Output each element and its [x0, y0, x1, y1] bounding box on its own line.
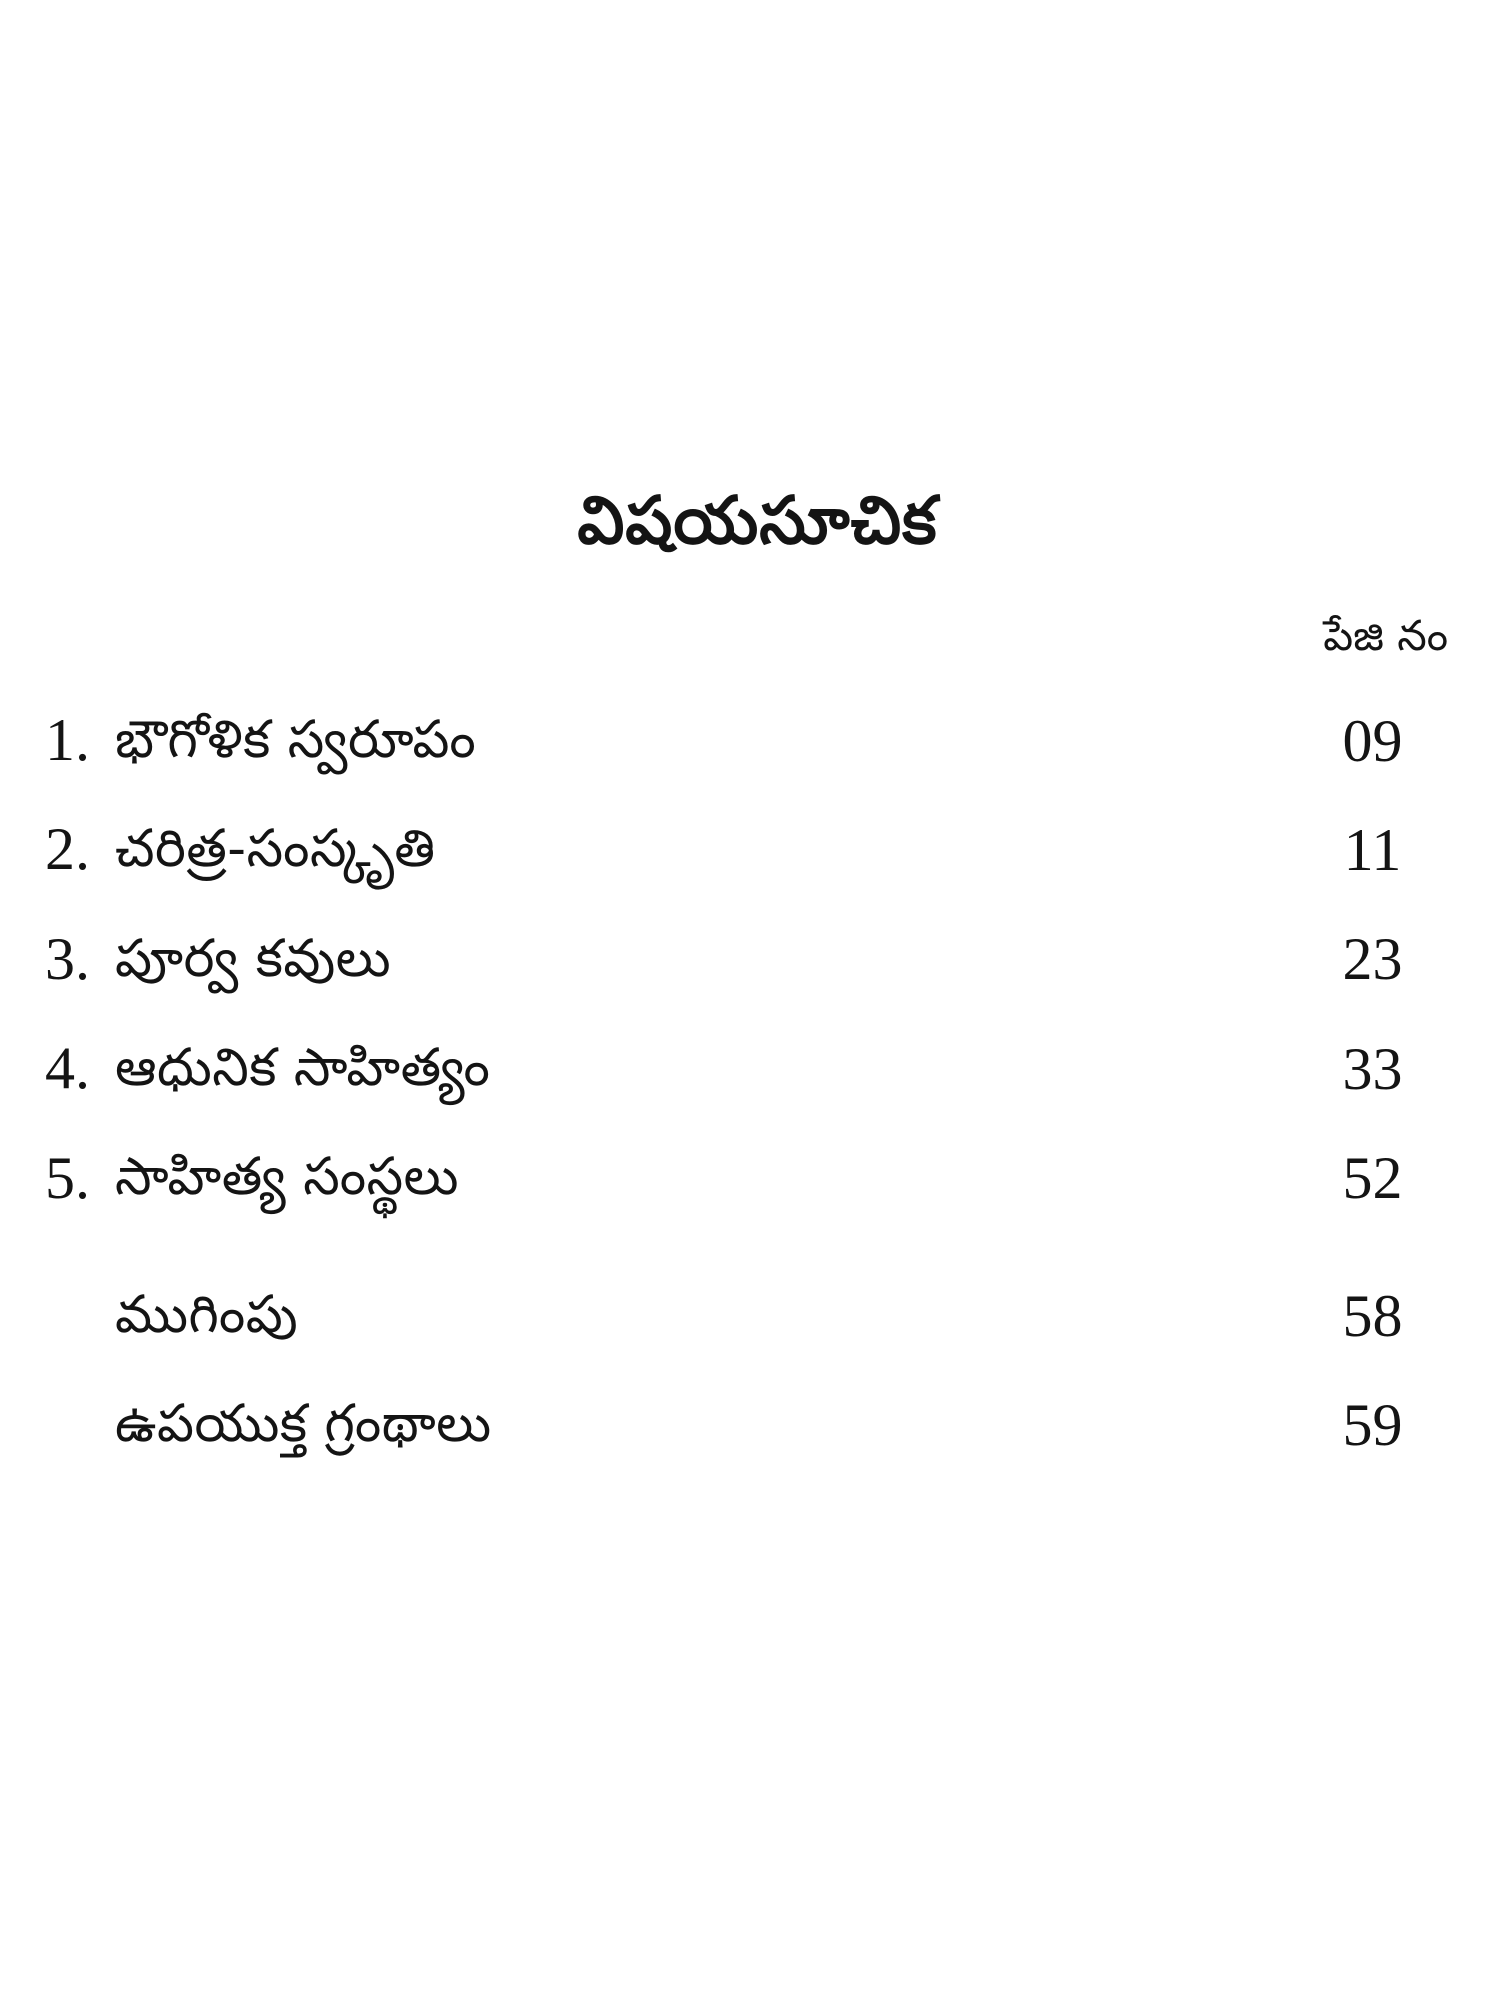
toc-row: 5. సాహిత్య సంస్థలు 52 — [45, 1140, 1470, 1215]
toc-item-page: 59 — [1342, 1391, 1403, 1458]
toc-item-page: 09 — [1342, 707, 1403, 774]
toc-item-number: 5. — [45, 1144, 90, 1211]
toc-row: 3. పూర్వ కవులు 23 — [45, 922, 1470, 997]
toc-item-page: 23 — [1342, 926, 1403, 993]
page-number-column-header: పేజి నం — [1323, 610, 1448, 660]
toc-item-number: 1. — [45, 707, 90, 774]
toc-item-page: 52 — [1342, 1145, 1403, 1212]
toc-item-label: భౌగోళిక స్వరూపం — [115, 709, 477, 770]
toc-item-label: పూర్వ కవులు — [115, 928, 392, 989]
toc-item-label: చరిత్ర-సంస్కృతి — [115, 819, 436, 880]
toc-item-number: 3. — [45, 925, 90, 992]
toc-item-page: 58 — [1342, 1282, 1403, 1349]
toc-row: 4. ఆధునిక సాహిత్యం 33 — [45, 1031, 1470, 1106]
toc-row: ఉపయుక్త గ్రంథాలు 59 — [45, 1387, 1470, 1462]
toc-item-page: 11 — [1343, 816, 1402, 883]
toc-row: 1. భౌగోళిక స్వరూపం 09 — [45, 703, 1470, 778]
toc-row: ముగింపు 58 — [45, 1278, 1470, 1353]
toc-item-label: ఆధునిక సాహిత్యం — [115, 1038, 491, 1099]
toc-item-label: సాహిత్య సంస్థలు — [115, 1147, 459, 1208]
toc-item-label: ఉపయుక్త గ్రంథాలు — [115, 1394, 492, 1455]
toc-item-page: 33 — [1342, 1035, 1403, 1102]
toc-item-number: 2. — [45, 816, 90, 883]
toc-row: 2. చరిత్ర-సంస్కృతి 11 — [45, 812, 1470, 887]
toc-item-label: ముగింపు — [115, 1284, 299, 1345]
page-title: విషయసూచిక — [577, 482, 938, 559]
toc-item-number: 4. — [45, 1035, 90, 1102]
toc-content: విషయసూచిక పేజి నం 1. భౌగోళిక స్వరూపం 09 … — [45, 482, 1470, 1463]
toc-list: 1. భౌగోళిక స్వరూపం 09 2. చరిత్ర-సంస్కృతి… — [45, 703, 1470, 1463]
